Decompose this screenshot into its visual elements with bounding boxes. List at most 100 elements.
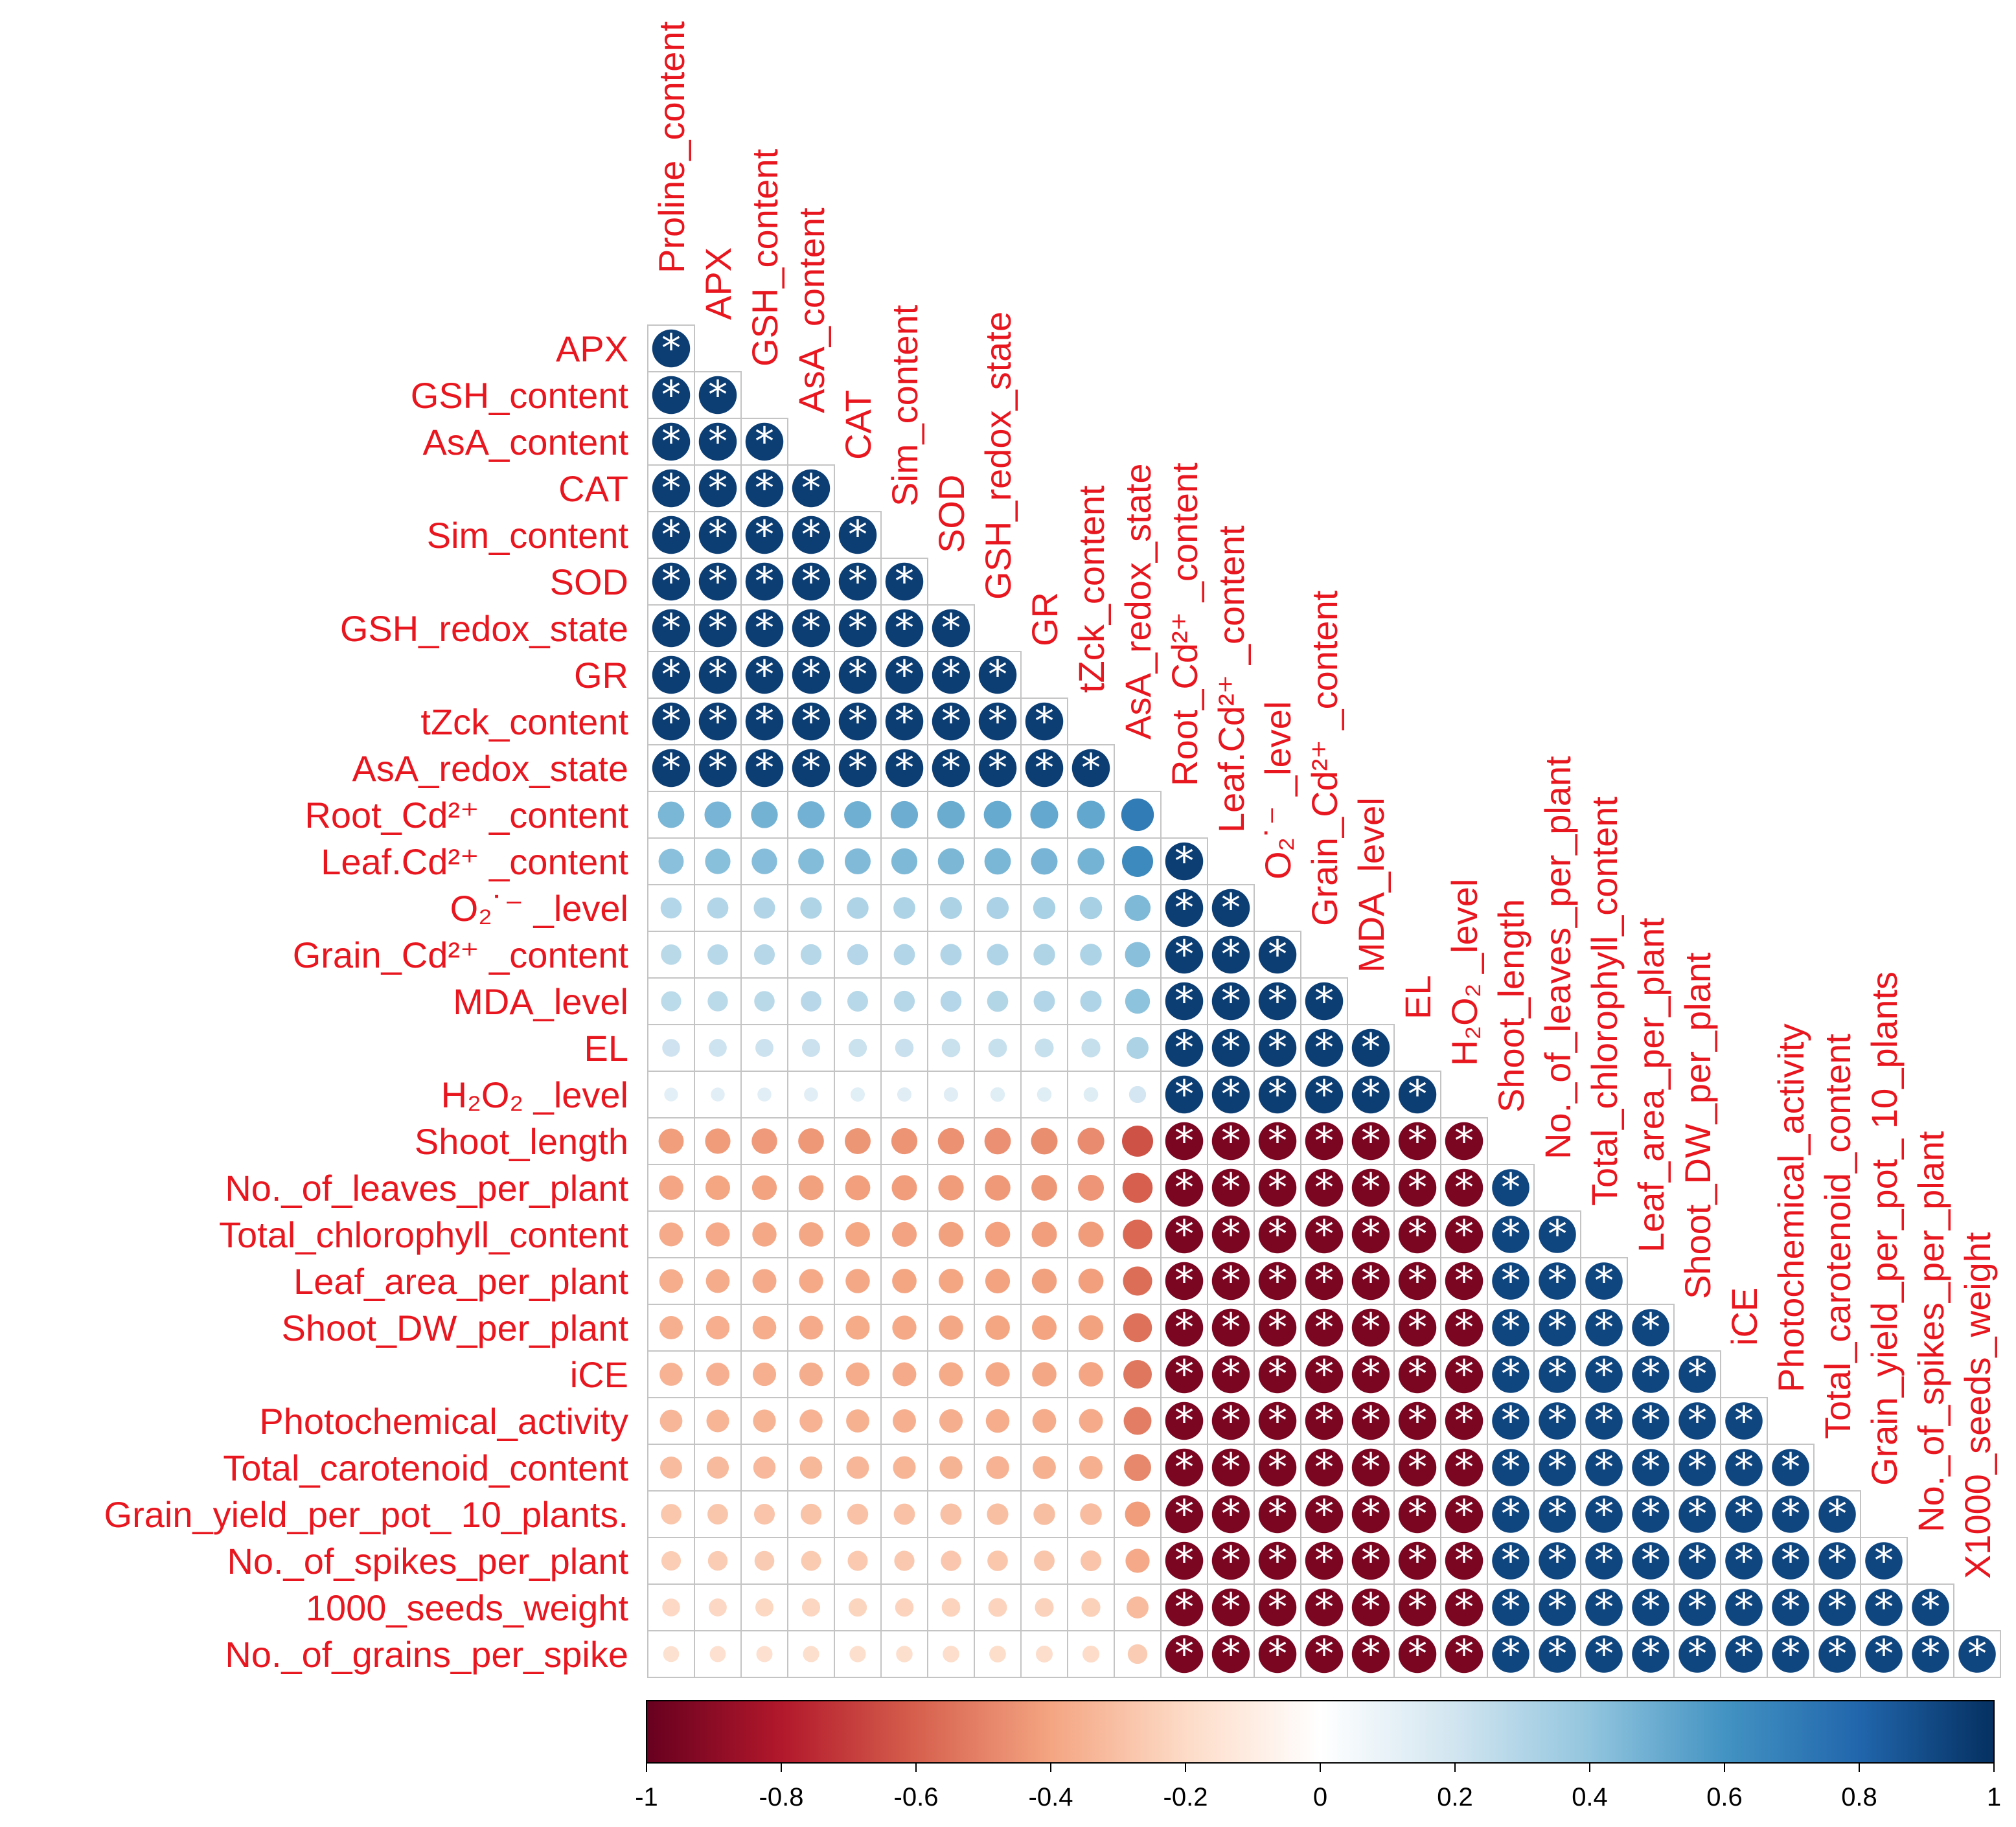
correlation-mark bbox=[1211, 1168, 1250, 1207]
correlation-mark bbox=[845, 1269, 870, 1293]
column-label: Total_carotenoid_content bbox=[1817, 1034, 1858, 1439]
significance-star: * bbox=[848, 606, 867, 651]
correlation-mark bbox=[1539, 1449, 1576, 1486]
significance-star: * bbox=[848, 559, 867, 604]
significance-star: * bbox=[1408, 1585, 1427, 1630]
correlation-mark bbox=[751, 1175, 777, 1201]
correlation-mark bbox=[838, 655, 877, 694]
row-label: Sim_content bbox=[427, 515, 629, 556]
correlation-mark bbox=[1165, 1355, 1204, 1394]
significance-star: * bbox=[1688, 1352, 1707, 1397]
correlation-mark bbox=[1539, 1262, 1576, 1300]
correlation-mark bbox=[978, 655, 1017, 694]
significance-star: * bbox=[1361, 1165, 1380, 1210]
correlation-mark bbox=[849, 1646, 866, 1662]
correlation-mark bbox=[659, 1409, 683, 1433]
significance-star: * bbox=[1827, 1585, 1847, 1630]
significance-star: * bbox=[1594, 1538, 1614, 1583]
correlation-mark bbox=[1258, 982, 1297, 1021]
significance-star: * bbox=[1361, 1258, 1380, 1304]
significance-star: * bbox=[1174, 1258, 1194, 1304]
row-label: No._of_grains_per_spike bbox=[225, 1634, 628, 1675]
significance-star: * bbox=[708, 466, 727, 511]
correlation-mark bbox=[1124, 894, 1151, 922]
correlation-mark bbox=[711, 1087, 725, 1102]
correlation-mark bbox=[895, 1038, 914, 1058]
correlation-mark bbox=[1079, 896, 1103, 920]
significance-star: * bbox=[1734, 1631, 1754, 1677]
significance-star: * bbox=[848, 652, 867, 698]
correlation-mark bbox=[745, 609, 784, 648]
correlation-mark bbox=[658, 801, 685, 828]
significance-star: * bbox=[1361, 1305, 1380, 1350]
correlation-mark bbox=[1351, 1355, 1390, 1394]
correlation-mark bbox=[1025, 749, 1064, 788]
row-label: EL bbox=[584, 1028, 629, 1069]
significance-star: * bbox=[1548, 1212, 1567, 1257]
correlation-mark bbox=[1258, 935, 1297, 974]
correlation-mark bbox=[1211, 1401, 1250, 1440]
correlation-mark bbox=[659, 1363, 683, 1386]
correlation-mark bbox=[799, 1409, 823, 1433]
significance-star: * bbox=[1501, 1492, 1520, 1537]
correlation-mark bbox=[1258, 1215, 1297, 1254]
correlation-mark bbox=[1165, 1215, 1204, 1254]
significance-star: * bbox=[1594, 1352, 1614, 1397]
correlation-mark bbox=[745, 702, 784, 741]
significance-star: * bbox=[1268, 1538, 1287, 1583]
significance-star: * bbox=[1268, 1258, 1287, 1304]
correlation-mark bbox=[792, 562, 830, 601]
correlation-mark bbox=[1351, 1448, 1390, 1487]
correlation-mark bbox=[1492, 1262, 1529, 1300]
correlation-mark bbox=[1398, 1075, 1437, 1114]
significance-star: * bbox=[1268, 1305, 1287, 1350]
significance-star: * bbox=[1221, 1585, 1241, 1630]
column-label: AsA_content bbox=[791, 207, 832, 413]
significance-star: * bbox=[1174, 1025, 1194, 1071]
correlation-mark bbox=[940, 897, 962, 919]
significance-star: * bbox=[1454, 1118, 1474, 1164]
significance-star: * bbox=[1221, 1072, 1241, 1117]
significance-star: * bbox=[1174, 1538, 1194, 1583]
significance-star: * bbox=[1548, 1398, 1567, 1444]
column-label: X1000_seeds_weight bbox=[1957, 1232, 1998, 1579]
correlation-mark bbox=[663, 1646, 680, 1662]
correlation-mark bbox=[989, 1646, 1006, 1662]
correlation-mark bbox=[893, 1456, 916, 1479]
correlation-mark bbox=[1079, 1455, 1103, 1480]
correlation-mark bbox=[1037, 1087, 1052, 1102]
correlation-mark bbox=[652, 422, 691, 461]
correlation-mark bbox=[792, 655, 830, 694]
correlation-mark bbox=[1083, 1087, 1099, 1102]
significance-star: * bbox=[1454, 1305, 1474, 1350]
correlation-mark bbox=[847, 1503, 869, 1525]
significance-star: * bbox=[1268, 1398, 1287, 1444]
column-label: Grain_Cd²⁺ _content bbox=[1304, 590, 1345, 926]
correlation-mark bbox=[1035, 1598, 1054, 1617]
row-label: No._of_leaves_per_plant bbox=[225, 1168, 628, 1209]
significance-star: * bbox=[1781, 1538, 1800, 1583]
significance-star: * bbox=[1221, 1352, 1241, 1397]
correlation-mark bbox=[800, 897, 822, 919]
significance-star: * bbox=[1781, 1585, 1800, 1630]
correlation-mark bbox=[755, 1598, 773, 1617]
significance-star: * bbox=[1827, 1538, 1847, 1583]
grid-cell bbox=[834, 1350, 882, 1398]
correlation-mark bbox=[1632, 1635, 1669, 1673]
correlation-mark bbox=[1258, 1075, 1297, 1114]
correlation-mark bbox=[937, 848, 965, 875]
significance-star: * bbox=[801, 652, 821, 698]
correlation-mark bbox=[754, 991, 775, 1012]
correlation-mark bbox=[652, 749, 691, 788]
correlation-mark bbox=[1211, 935, 1250, 974]
significance-star: * bbox=[1361, 1072, 1380, 1117]
correlation-mark bbox=[698, 376, 737, 414]
significance-star: * bbox=[1221, 1212, 1241, 1257]
correlation-mark bbox=[745, 516, 784, 554]
correlation-mark bbox=[1165, 1541, 1204, 1580]
column-label: APX bbox=[698, 247, 739, 320]
significance-star: * bbox=[1827, 1631, 1847, 1677]
correlation-mark bbox=[940, 990, 962, 1012]
significance-star: * bbox=[1548, 1538, 1567, 1583]
